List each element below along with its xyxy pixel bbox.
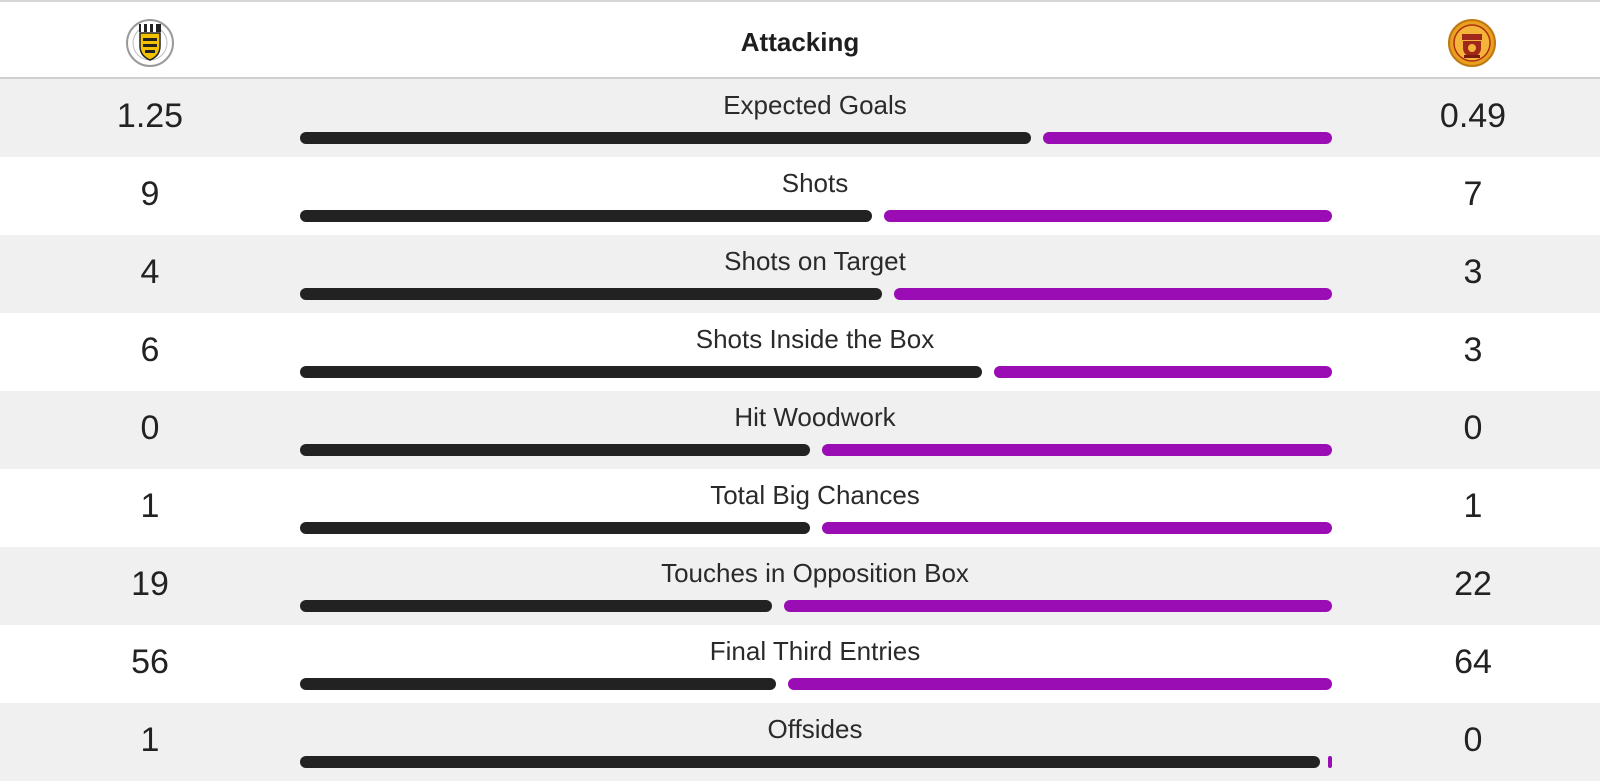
away-share-bar — [783, 600, 1332, 612]
section-title: Attacking — [740, 27, 860, 57]
home-share-bar — [300, 756, 1320, 768]
home-value: 1.25 — [116, 97, 184, 135]
st-mirren-crest-icon[interactable] — [125, 18, 175, 68]
stat-row-touches-in-opposition-box: 19 Touches in Opposition Box 22 — [0, 547, 1600, 625]
away-value: 3 — [1463, 331, 1483, 369]
home-value: 56 — [131, 643, 169, 681]
motherwell-crest-icon[interactable] — [1447, 18, 1497, 68]
home-share-bar — [300, 366, 983, 378]
section-header: Attacking — [0, 2, 1600, 79]
home-value: 4 — [140, 253, 160, 291]
away-value: 3 — [1463, 253, 1483, 291]
away-share-bar — [1042, 132, 1332, 144]
stat-label: Hit Woodwork — [734, 402, 896, 432]
home-value: 9 — [140, 175, 160, 213]
away-share-bar — [822, 522, 1332, 534]
home-value: 1 — [140, 721, 160, 759]
away-share-bar — [787, 678, 1332, 690]
away-value: 0.49 — [1439, 97, 1507, 135]
stat-row-expected-goals: 1.25 Expected Goals 0.49 — [0, 79, 1600, 157]
stat-label: Shots on Target — [724, 246, 906, 276]
home-value: 0 — [140, 409, 160, 447]
away-value: 0 — [1463, 721, 1483, 759]
away-value: 1 — [1463, 487, 1483, 525]
away-share-bar — [894, 288, 1332, 300]
stat-label: Touches in Opposition Box — [661, 558, 969, 588]
away-share-bar — [822, 444, 1332, 456]
away-value: 0 — [1463, 409, 1483, 447]
away-value: 22 — [1454, 565, 1492, 603]
home-share-bar — [300, 210, 872, 222]
stat-row-total-big-chances: 1 Total Big Chances 1 — [0, 469, 1600, 547]
stat-label: Total Big Chances — [710, 480, 920, 510]
stat-row-final-third-entries: 56 Final Third Entries 64 — [0, 625, 1600, 703]
stat-row-offsides: 1 Offsides 0 — [0, 703, 1600, 781]
away-value: 7 — [1463, 175, 1483, 213]
away-value: 64 — [1454, 643, 1492, 681]
stat-row-hit-woodwork: 0 Hit Woodwork 0 — [0, 391, 1600, 469]
stat-row-shots: 9 Shots 7 — [0, 157, 1600, 235]
home-share-bar — [300, 678, 776, 690]
stat-row-shots-on-target: 4 Shots on Target 3 — [0, 235, 1600, 313]
stat-label: Shots Inside the Box — [695, 324, 935, 354]
home-value: 19 — [131, 565, 169, 603]
stat-label: Expected Goals — [723, 90, 907, 120]
home-value: 1 — [140, 487, 160, 525]
stat-row-shots-inside-the-box: 6 Shots Inside the Box 3 — [0, 313, 1600, 391]
away-share-bar — [1328, 756, 1332, 768]
home-share-bar — [300, 522, 810, 534]
stat-label: Shots — [781, 168, 849, 198]
home-share-bar — [300, 288, 883, 300]
home-share-bar — [300, 600, 772, 612]
stat-label: Offsides — [767, 714, 863, 744]
stat-label: Final Third Entries — [709, 636, 921, 666]
away-share-bar — [994, 366, 1332, 378]
home-value: 6 — [140, 331, 160, 369]
home-share-bar — [300, 132, 1031, 144]
home-share-bar — [300, 444, 810, 456]
away-share-bar — [883, 210, 1332, 222]
